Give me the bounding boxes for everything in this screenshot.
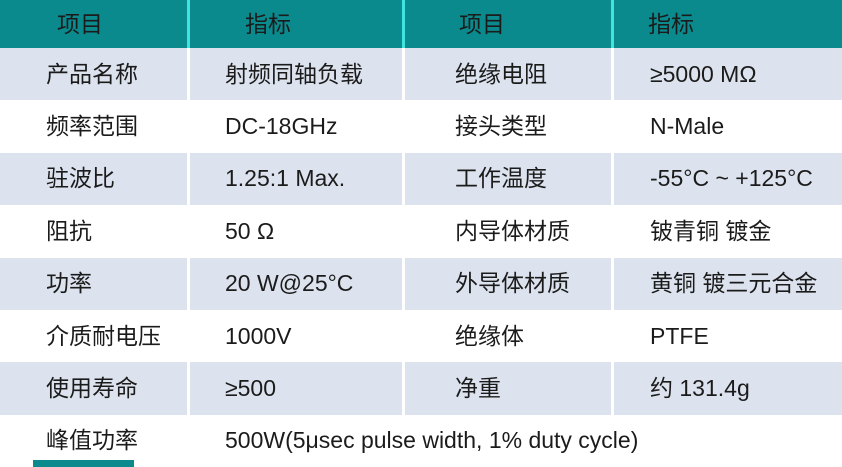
- spec-value: 20 W@25°C: [190, 257, 405, 310]
- spec-value: PTFE: [650, 322, 709, 349]
- spec-label: 绝缘体: [405, 309, 614, 363]
- spec-label: 内导体材质: [405, 205, 614, 258]
- header-item-left: 项目: [0, 0, 190, 48]
- spec-label: 介质耐电压: [0, 309, 190, 363]
- spec-label: 功率: [0, 257, 190, 310]
- spec-label: 绝缘电阻: [405, 48, 614, 101]
- spec-label: 产品名称: [0, 48, 190, 101]
- spec-label: 工作温度: [405, 152, 614, 206]
- table-row: 驻波比 1.25:1 Max. 工作温度 -55°C ~ +125°C: [0, 152, 842, 206]
- spec-value: DC-18GHz: [190, 100, 405, 153]
- table-row-peak-power: 峰值功率 500W(5μsec pulse width, 1% duty cyc…: [0, 414, 842, 467]
- spec-label: 峰值功率: [46, 427, 138, 454]
- spec-value: N-Male: [650, 113, 725, 140]
- table-row: 功率 20 W@25°C 外导体材质 黄铜 镀三元合金: [0, 257, 842, 310]
- spec-label: 驻波比: [0, 152, 190, 206]
- spec-value: -55°C ~ +125°C: [650, 165, 813, 192]
- spec-label: 净重: [405, 362, 614, 415]
- spec-label: 频率范围: [0, 100, 190, 153]
- table-row: 使用寿命 ≥500 净重 约 131.4g: [0, 362, 842, 415]
- spec-value: 1.25:1 Max.: [190, 152, 405, 206]
- header-item-right: 项目: [405, 0, 614, 48]
- table-header-row: 项目 指标 项目 指标: [0, 0, 842, 48]
- spec-value: ≥500: [190, 362, 405, 415]
- spec-value: 约 131.4g: [650, 375, 750, 402]
- spec-value: 1000V: [190, 309, 405, 363]
- header-spec-left: 指标: [190, 0, 405, 48]
- table-row: 介质耐电压 1000V 绝缘体 PTFE: [0, 309, 842, 363]
- spec-label: 使用寿命: [0, 362, 190, 415]
- spec-label: 外导体材质: [405, 257, 614, 310]
- next-table-header-fragment: [33, 460, 134, 467]
- table-row: 频率范围 DC-18GHz 接头类型 N-Male: [0, 100, 842, 153]
- spec-value: 射频同轴负载: [190, 48, 405, 101]
- header-spec-right: 指标: [648, 10, 694, 37]
- spec-value: 50 Ω: [190, 205, 405, 258]
- table-row: 产品名称 射频同轴负载 绝缘电阻 ≥5000 MΩ: [0, 48, 842, 101]
- table-row: 阻抗 50 Ω 内导体材质 铍青铜 镀金: [0, 205, 842, 258]
- spec-value: 铍青铜 镀金: [650, 217, 772, 244]
- spec-label: 接头类型: [405, 100, 614, 153]
- spec-value: 黄铜 镀三元合金: [650, 270, 818, 297]
- spec-value: 500W(5μsec pulse width, 1% duty cycle): [190, 414, 842, 467]
- spec-label: 阻抗: [0, 205, 190, 258]
- spec-value: ≥5000 MΩ: [650, 60, 757, 87]
